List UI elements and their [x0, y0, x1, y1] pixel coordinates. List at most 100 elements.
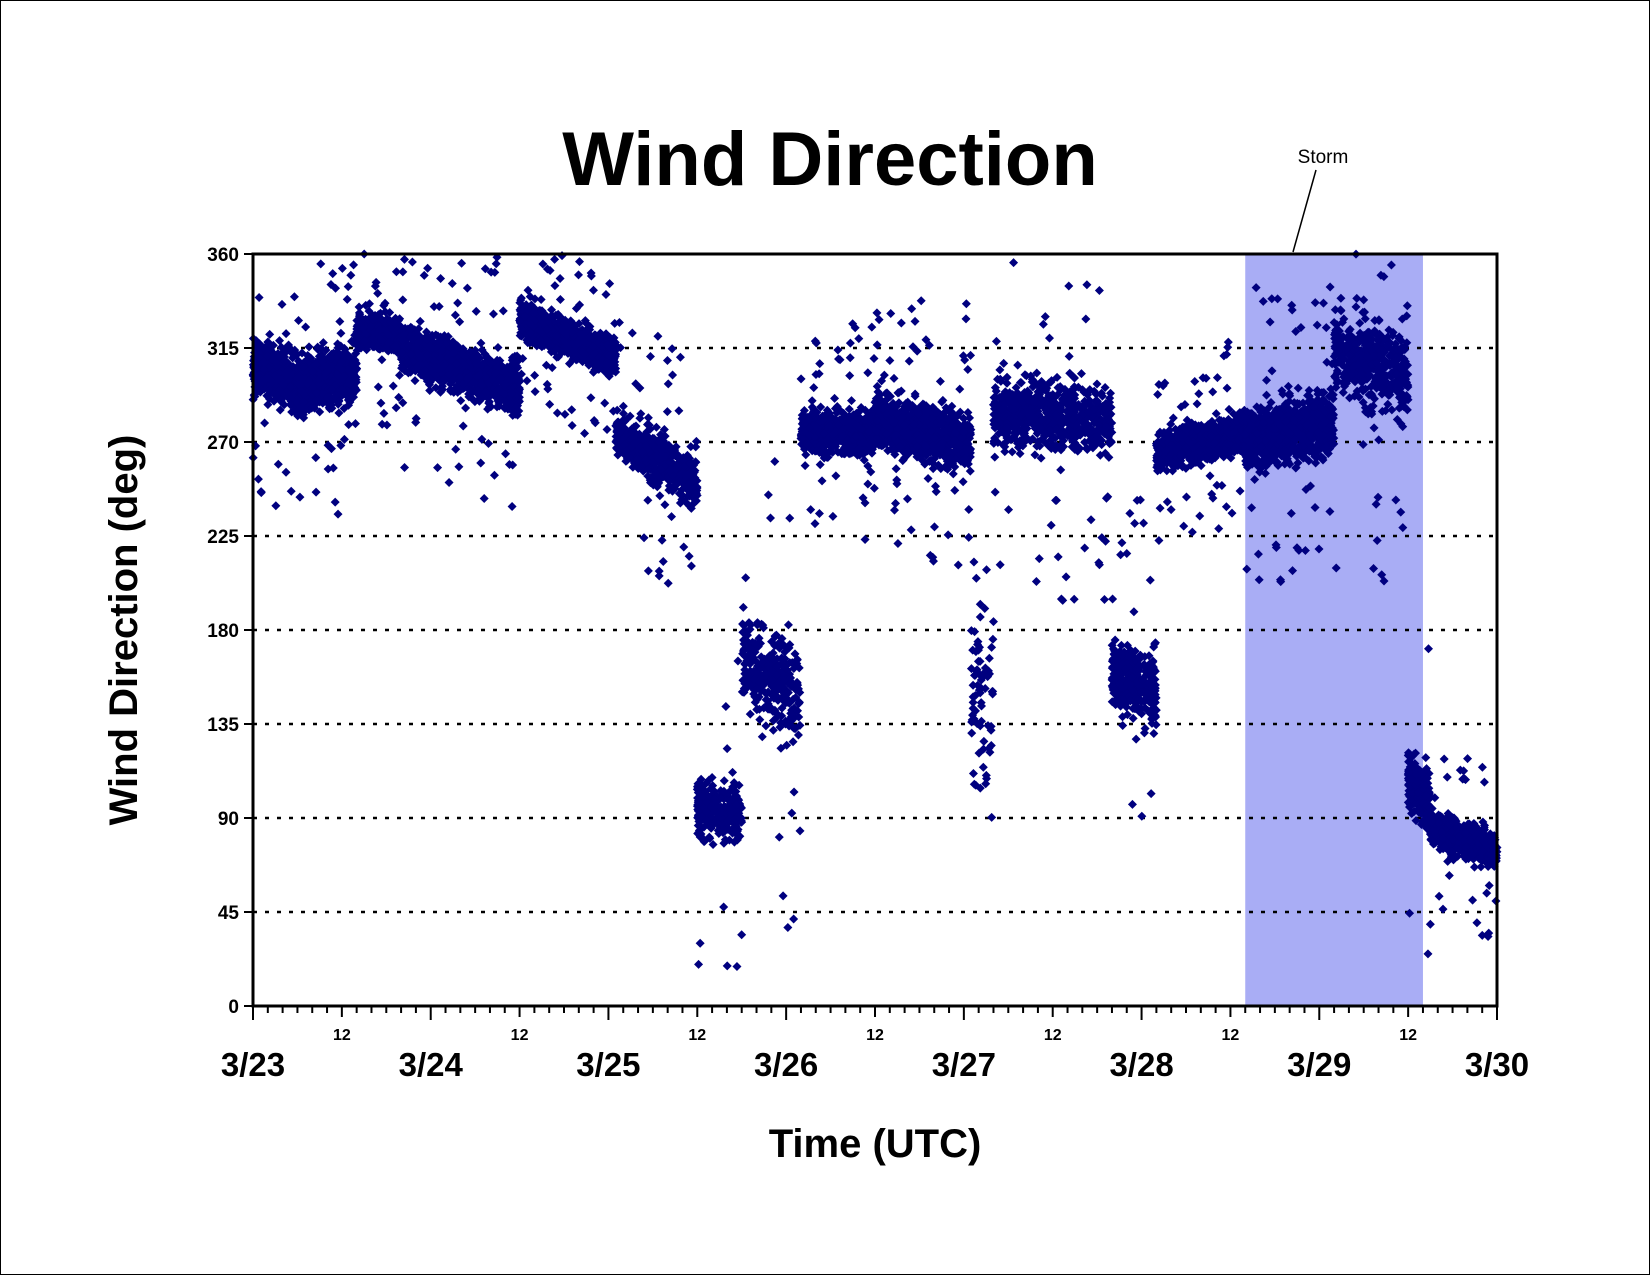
data-point [301, 322, 311, 332]
data-point [333, 509, 343, 519]
data-point [662, 356, 672, 366]
data-point [605, 279, 615, 289]
data-point [456, 396, 466, 406]
data-point [719, 776, 729, 786]
data-point [259, 343, 269, 353]
data-point [567, 405, 577, 415]
data-point [658, 557, 668, 567]
data-point [719, 902, 729, 912]
data-point [350, 419, 360, 429]
data-point [352, 338, 362, 348]
data-point [817, 476, 827, 486]
data-point [281, 467, 291, 477]
data-point [654, 571, 664, 581]
data-point [344, 351, 354, 361]
data-point [293, 396, 303, 406]
data-point [667, 512, 677, 522]
data-point [530, 387, 540, 397]
data-point [783, 620, 793, 630]
data-point [254, 293, 264, 303]
data-point [321, 368, 331, 378]
data-point [675, 352, 685, 362]
data-point [271, 357, 281, 367]
data-point [451, 444, 461, 454]
data-point [263, 351, 273, 361]
data-point [453, 298, 463, 308]
data-point [288, 353, 298, 363]
data-point [263, 337, 273, 347]
data-point [433, 463, 443, 473]
data-point [447, 278, 457, 288]
data-point [785, 513, 795, 523]
data-point [311, 453, 321, 463]
data-point [395, 370, 405, 380]
data-point [550, 254, 560, 264]
data-point [763, 490, 773, 500]
data-point [283, 372, 293, 382]
data-point [479, 493, 489, 503]
data-point [253, 474, 263, 484]
data-point [263, 400, 273, 410]
data-point [586, 393, 596, 403]
data-point [667, 344, 677, 354]
data-point [536, 294, 546, 304]
data-point [410, 376, 420, 386]
data-point [351, 358, 361, 368]
data-point [491, 259, 501, 269]
data-point [458, 421, 468, 431]
data-point [694, 959, 704, 969]
data-point [489, 470, 499, 480]
data-point [335, 316, 345, 326]
data-point [627, 328, 637, 338]
data-point [783, 922, 793, 932]
data-point [770, 456, 780, 466]
data-point [294, 315, 304, 325]
data-point [789, 787, 799, 797]
data-point [373, 288, 383, 298]
data-point [737, 930, 747, 940]
data-point [344, 365, 354, 375]
data-point [462, 283, 472, 293]
data-point [810, 519, 820, 529]
data-point [738, 602, 748, 612]
data-point [555, 274, 565, 284]
data-point [284, 340, 294, 350]
data-point [334, 408, 344, 418]
data-point [311, 487, 321, 497]
data-point [271, 501, 281, 511]
data-point [336, 440, 346, 450]
data-point [373, 382, 383, 392]
data-point [789, 914, 799, 924]
data-point [483, 438, 493, 448]
data-point [476, 338, 486, 348]
data-point [298, 362, 308, 372]
data-point [394, 392, 404, 402]
data-point [407, 257, 417, 267]
data-point [728, 767, 738, 777]
data-point [272, 390, 282, 400]
data-point [657, 535, 667, 545]
data-point [275, 336, 285, 346]
data-point [655, 491, 665, 501]
data-point [370, 281, 380, 291]
data-point [327, 384, 337, 394]
data-point [668, 370, 678, 380]
data-point [297, 348, 307, 358]
data-point [450, 310, 460, 320]
data-point [318, 398, 328, 408]
data-point [285, 400, 295, 410]
data-point [471, 306, 481, 316]
data-point [663, 578, 673, 588]
data-point [344, 420, 354, 430]
data-point [722, 744, 732, 754]
data-point [274, 374, 284, 384]
data-point [660, 500, 670, 510]
data-point [326, 353, 336, 363]
data-point [254, 352, 264, 362]
data-point [256, 487, 266, 497]
data-point [330, 497, 340, 507]
data-point [674, 406, 684, 416]
data-point [337, 385, 347, 395]
data-point [338, 365, 348, 375]
